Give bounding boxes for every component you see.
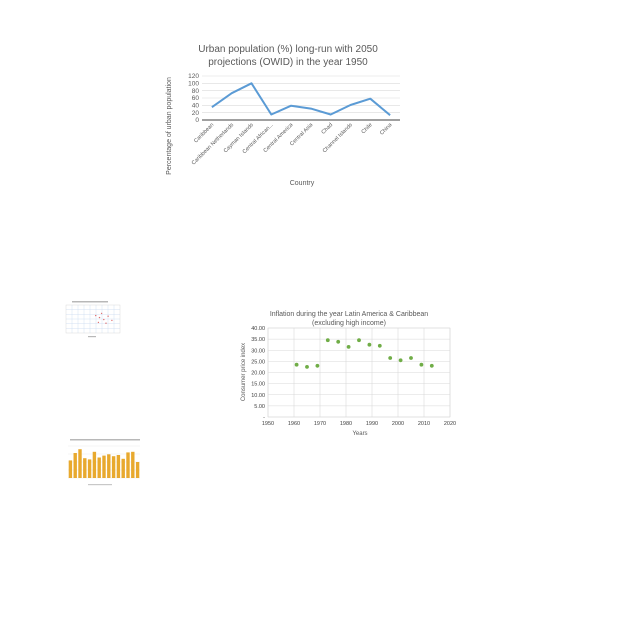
- chart1-y-tick-label: 80: [192, 88, 200, 95]
- chart1-y-tick-label: 0: [195, 117, 199, 124]
- bar-thumbnail-bar: [92, 451, 97, 478]
- chart2-data-point: [325, 338, 330, 343]
- chart2-y-tick-label: -: [263, 415, 265, 421]
- bar-thumbnail-x-label: [88, 484, 112, 486]
- bar-thumbnail-bar: [107, 454, 111, 478]
- bar-thumbnail-bar: [121, 458, 125, 478]
- chart2-y-tick-label: 15.00: [251, 382, 265, 388]
- chart2-y-tick-label: 20.00: [251, 371, 265, 377]
- chart1-y-tick-label: 40: [192, 103, 200, 110]
- chart2-x-tick-label: 1950: [262, 421, 274, 427]
- chart2-data-point: [409, 356, 413, 360]
- chart1-y-tick-label: 120: [188, 73, 199, 80]
- scatter-thumbnail-point: [107, 315, 109, 317]
- chart1-y-axis-label: Percentage of urban population: [166, 77, 173, 175]
- chart2-data-point: [367, 342, 372, 347]
- bar-thumbnail-bar: [68, 460, 73, 478]
- chart2-y-tick-label: 35.00: [251, 337, 265, 343]
- chart2-y-tick-label: 30.00: [251, 348, 265, 354]
- chart2-data-point: [357, 338, 361, 343]
- bar-thumbnail-bars: [68, 449, 140, 478]
- chart2-y-tick-label: 25.00: [251, 359, 265, 365]
- chart2-title: Inflation during the year Latin America …: [270, 311, 428, 318]
- chart2-x-tick-label: 1970: [314, 421, 326, 427]
- scatter-thumbnail: [65, 301, 121, 338]
- bar-thumbnail-bar: [78, 449, 82, 478]
- chart1-x-axis-label: Country: [290, 180, 315, 187]
- scatter-thumbnail-points: [95, 312, 113, 324]
- inflation-scatter-chart: Inflation during the year Latin America …: [241, 311, 456, 437]
- chart2-y-ticks: - 5.00 10.00 15.00 20.00 25.00 30.00 35.00 40.00: [251, 326, 265, 421]
- bar-thumbnail-bar: [102, 455, 106, 478]
- scatter-thumbnail-gridlines: [66, 305, 120, 333]
- chart2-y-tick-label: 5.00: [254, 404, 265, 410]
- scatter-thumbnail-point: [97, 321, 100, 324]
- chart2-x-tick-label: 1990: [366, 421, 378, 427]
- chart2-data-point: [315, 363, 320, 368]
- chart2-x-tick-label: 2000: [392, 421, 404, 427]
- scatter-thumbnail-point: [103, 318, 105, 321]
- scatter-thumbnail-x-label: [88, 336, 96, 338]
- bar-thumbnail-bar: [87, 459, 92, 478]
- chart2-x-tick-label: 2010: [418, 421, 430, 427]
- chart1-y-tick-label: 20: [192, 110, 200, 117]
- chart2-x-axis-label: Years: [352, 431, 367, 437]
- bar-thumbnail-bar: [111, 456, 116, 478]
- chart2-data-point: [336, 339, 341, 344]
- scatter-thumbnail-point: [95, 314, 97, 317]
- bar-thumbnail-bar: [131, 451, 135, 478]
- chart1-series-line: [211, 82, 391, 116]
- scatter-thumbnail-point: [98, 316, 101, 319]
- scatter-thumbnail-point: [100, 312, 103, 315]
- bar-thumbnail-bar: [135, 462, 140, 478]
- chart2-x-ticks: 1950 1960 1970 1980 1990 2000 2010 2020: [262, 421, 456, 427]
- bar-thumbnail-bar: [126, 452, 130, 478]
- chart2-x-tick-label: 1960: [288, 421, 300, 427]
- chart1-title-line2: projections (OWID) in the year 1950: [208, 57, 368, 68]
- bar-thumbnail-title-bar: [70, 439, 140, 441]
- chart2-data-point: [419, 362, 424, 367]
- scatter-thumbnail-point: [111, 319, 113, 322]
- chart2-y-tick-label: 40.00: [251, 326, 265, 332]
- chart1-x-tick-label: China: [379, 122, 394, 137]
- chart1-y-tick-label: 100: [188, 81, 199, 88]
- chart2-y-axis-label: Consumer price index: [241, 343, 247, 401]
- chart2-data-point: [294, 362, 299, 367]
- chart2-data-point: [429, 363, 434, 368]
- chart2-data-point: [305, 365, 309, 369]
- chart1-y-tick-label: 60: [192, 95, 200, 102]
- scatter-thumbnail-point: [105, 322, 107, 324]
- scatter-thumbnail-title-bar: [72, 301, 108, 303]
- chart2-x-tick-label: 2020: [444, 421, 456, 427]
- chart2-gridlines: [267, 327, 451, 418]
- bar-thumbnail-bar: [83, 458, 87, 478]
- bar-thumbnail: [68, 439, 140, 486]
- bar-thumbnail-bar: [116, 455, 121, 478]
- bar-thumbnail-bar: [73, 453, 77, 478]
- chart1-x-tick-label: Chile: [361, 122, 374, 135]
- chart2-data-point: [377, 343, 382, 348]
- bar-thumbnail-bar: [97, 457, 101, 478]
- chart2-data-point: [388, 356, 393, 360]
- chart2-data-point: [346, 345, 351, 349]
- urban-population-line-chart: Urban population (%) long-run with 2050 …: [166, 44, 400, 187]
- chart1-x-tick-label: Chad: [321, 122, 335, 136]
- chart2-data-point: [398, 358, 403, 363]
- chart1-title-line1: Urban population (%) long-run with 2050: [198, 44, 378, 55]
- chart2-subtitle: (excluding high income): [312, 320, 386, 327]
- chart2-x-tick-label: 1980: [340, 421, 352, 427]
- chart2-points: [294, 338, 434, 369]
- chart2-y-tick-label: 10.00: [251, 393, 265, 399]
